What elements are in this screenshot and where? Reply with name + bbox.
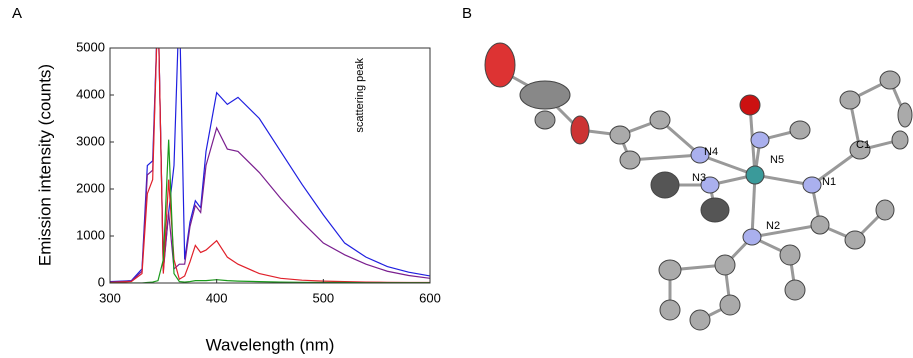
y-tick-label: 1000	[76, 227, 105, 242]
atom-label: N5	[770, 154, 784, 166]
panel-label: B	[462, 5, 472, 22]
atom-label: C1	[856, 139, 870, 151]
series-line	[110, 1, 430, 283]
series-line	[110, 1, 430, 282]
atom-label: N1	[822, 176, 836, 188]
page: A B Wavelength (nm) Emission intensity (…	[0, 0, 913, 358]
series-line	[110, 140, 430, 283]
atom-label: N3	[692, 172, 706, 184]
y-tick-label: 2000	[76, 180, 105, 195]
atom-label: N2	[766, 220, 780, 232]
plot-frame	[110, 48, 430, 283]
y-axis-label: Emission intensity (counts)	[35, 64, 54, 266]
y-tick-label: 3000	[76, 133, 105, 148]
atom-label: N4	[704, 146, 718, 158]
panel-label: A	[12, 5, 22, 22]
x-tick-label: 600	[419, 290, 441, 305]
x-axis-label: Wavelength (nm)	[206, 335, 335, 354]
x-tick-label: 300	[99, 290, 121, 305]
x-tick-label: 400	[206, 290, 228, 305]
plot	[110, 1, 430, 283]
y-tick-label: 5000	[76, 39, 105, 54]
y-tick-label: 4000	[76, 86, 105, 101]
series-line	[110, 1, 430, 282]
x-tick-label: 500	[312, 290, 334, 305]
annotation: scattering peak	[354, 58, 366, 133]
y-tick-label: 0	[98, 274, 105, 289]
figure: A B Wavelength (nm) Emission intensity (…	[0, 0, 913, 358]
